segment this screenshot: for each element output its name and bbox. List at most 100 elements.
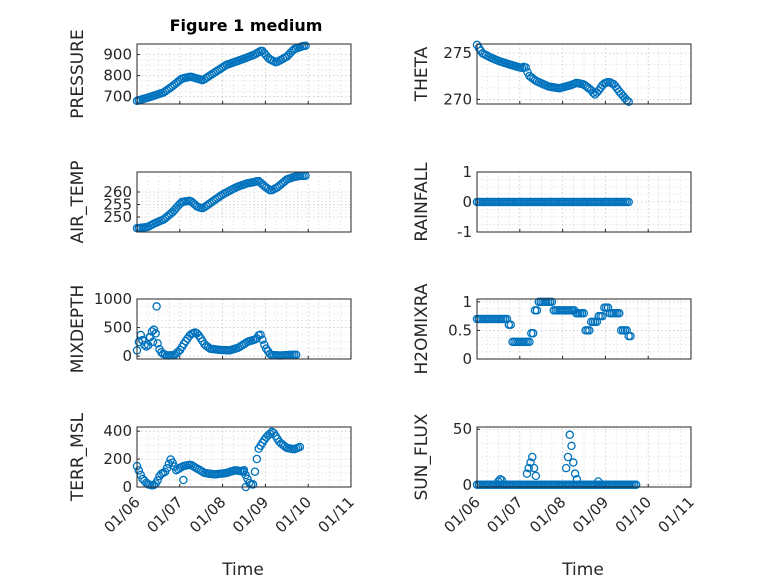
- data-point: [598, 311, 607, 321]
- y-axis-label: H2OMIXRA: [412, 283, 432, 374]
- x-tick-label: 01/07: [483, 493, 526, 536]
- data-point: [603, 303, 613, 312]
- x-tick-label: 01/06: [441, 493, 484, 536]
- data-point: [579, 309, 588, 318]
- axes-frame: [136, 298, 352, 360]
- data-point: [138, 335, 147, 345]
- data-point: [168, 458, 177, 467]
- data-point: [532, 306, 542, 315]
- data-point: [239, 466, 249, 475]
- data-point: [624, 97, 633, 107]
- data-point: [631, 480, 641, 490]
- data-point: [497, 476, 507, 485]
- data-point: [561, 463, 571, 473]
- data-point: [626, 331, 635, 341]
- data-point: [134, 466, 144, 475]
- y-tick-label: 200: [103, 450, 132, 468]
- x-axis-label: Time: [221, 560, 264, 580]
- data-point: [241, 470, 250, 480]
- data-point: [295, 442, 305, 452]
- data-point: [624, 197, 633, 207]
- y-axis-label: AIR_TEMP: [68, 161, 88, 244]
- data-point: [563, 452, 573, 462]
- data-point: [260, 340, 269, 349]
- subplot-sun_flux: 01/06 01/07 01/08 01/09 01/10 01/11 0 50 SUN_FLU…: [412, 413, 698, 580]
- y-tick-label: 270: [443, 90, 472, 108]
- data-point: [522, 469, 532, 478]
- x-tick-label: 01/09: [569, 493, 612, 536]
- data-point: [588, 88, 598, 97]
- data-point: [506, 320, 515, 329]
- y-tick-label: 50: [453, 420, 472, 438]
- y-tick-label: 250: [103, 208, 132, 226]
- axes-frame: [136, 43, 352, 105]
- data-point: [291, 350, 301, 360]
- data-point: [565, 430, 574, 440]
- axes-frame: [136, 426, 352, 488]
- y-tick-label: -1: [457, 223, 472, 241]
- y-axis-label: RAINFALL: [412, 162, 432, 242]
- data-point: [151, 329, 160, 338]
- data-point: [529, 463, 539, 473]
- data-point: [265, 429, 275, 438]
- axes-frame: [476, 43, 692, 105]
- data-point: [572, 474, 582, 484]
- figure-title: Figure 1 medium: [170, 16, 323, 35]
- x-tick-label: 01/06: [101, 493, 144, 536]
- data-point: [547, 297, 557, 307]
- y-axis-label: MIXDEPTH: [68, 285, 88, 374]
- y-tick-label: 1: [462, 163, 472, 181]
- data-point: [142, 342, 151, 351]
- data-point: [592, 317, 602, 327]
- y-tick-label: 0: [122, 347, 132, 365]
- data-point: [152, 302, 161, 311]
- y-axis-label: TERR_MSL: [68, 412, 88, 502]
- subplot-rainfall: -1 0 1 RAINFALL: [412, 162, 692, 242]
- y-tick-label: 1000: [94, 290, 132, 308]
- y-tick-label: 500: [103, 319, 132, 337]
- data-point: [528, 452, 537, 462]
- x-tick-label: 01/11: [655, 493, 698, 536]
- x-axis-label: Time: [561, 560, 604, 580]
- data-point: [162, 464, 172, 473]
- x-tick-label: 01/09: [229, 493, 272, 536]
- subplot-terr_msl: 01/06 01/07 01/08 01/09 01/10 01/11 0 200 400 TER…: [68, 412, 358, 580]
- data-point: [153, 339, 162, 348]
- y-tick-label: 255: [103, 196, 132, 214]
- data-point: [301, 41, 310, 51]
- data-point: [502, 314, 512, 324]
- data-point: [153, 476, 162, 485]
- subplot-theta: 270 275 THETA: [412, 40, 692, 108]
- x-tick-label: 01/07: [143, 493, 186, 536]
- axes-frame: [476, 171, 692, 233]
- y-tick-label: 400: [103, 422, 132, 440]
- subplot-h2omixra: 0 0.5 1 H2OMIXRA: [412, 283, 692, 375]
- y-axis-label: THETA: [412, 46, 432, 102]
- x-tick-label: 01/10: [272, 493, 315, 536]
- y-tick-label: 0: [462, 350, 472, 368]
- subplot-mixdepth: 0 500 1000 MIXDEPTH: [68, 285, 352, 374]
- data-point: [140, 340, 149, 350]
- data-point: [252, 454, 262, 464]
- subplot-pressure: 700 800 900 PRESSURE: [68, 29, 352, 119]
- x-tick-label: 01/08: [526, 493, 569, 536]
- data-point: [521, 63, 530, 72]
- x-tick-label: 01/10: [612, 493, 655, 536]
- data-point: [250, 467, 260, 476]
- data-point: [531, 471, 541, 481]
- data-point: [569, 458, 578, 467]
- data-point: [594, 477, 603, 486]
- data-point: [525, 337, 534, 347]
- data-point: [570, 469, 580, 478]
- y-tick-label: 1: [462, 293, 472, 311]
- y-tick-label: 0.5: [448, 321, 472, 339]
- y-tick-label: 260: [103, 183, 132, 201]
- data-point: [622, 326, 632, 335]
- data-point: [256, 330, 265, 339]
- data-point: [528, 329, 538, 338]
- axes-frame: [476, 426, 692, 488]
- y-tick-label: 0: [462, 193, 472, 211]
- data-point: [179, 475, 188, 485]
